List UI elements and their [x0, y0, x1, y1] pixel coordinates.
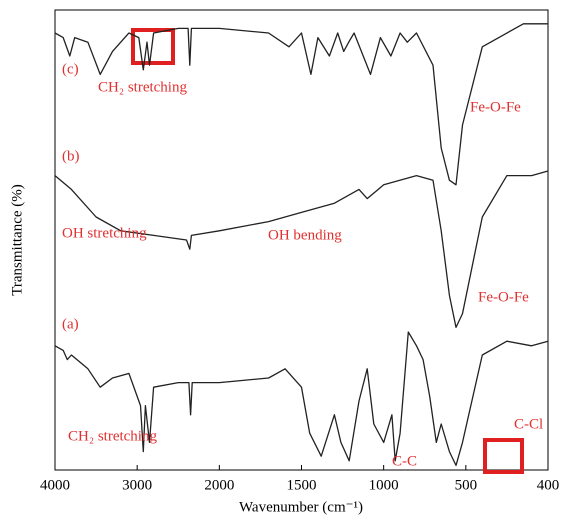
spectrum-line — [54, 23, 548, 186]
annotation: OH stretching — [62, 225, 147, 241]
y-axis-label: Transmittance (%) — [9, 184, 25, 296]
highlight-box — [131, 28, 175, 65]
annotation: OH bending — [268, 227, 342, 243]
x-tick-label: 400 — [537, 477, 560, 493]
annotation: Fe-O-Fe — [478, 289, 529, 305]
x-tick-label: 3000 — [122, 477, 152, 493]
x-axis-label: Wavenumber (cm⁻¹) — [239, 499, 363, 515]
annotation: CH₂ stretching — [98, 79, 187, 95]
spectrum-line — [54, 331, 549, 467]
annotation: C-Cl — [514, 416, 543, 432]
annotation: (a) — [62, 316, 79, 332]
annotation: (c) — [62, 61, 79, 77]
x-tick-label: 4000 — [40, 477, 70, 493]
x-tick-label: 2000 — [204, 477, 234, 493]
x-tick-label: 500 — [455, 477, 478, 493]
annotation: C-C — [392, 453, 417, 469]
x-tick-label: 1000 — [369, 477, 399, 493]
x-tick-label: 1500 — [287, 477, 317, 493]
highlight-box — [483, 438, 524, 474]
spectrum-line — [54, 170, 549, 329]
annotation: (b) — [62, 148, 80, 164]
annotation: Fe-O-Fe — [470, 99, 521, 115]
annotation: CH₂ stretching — [68, 428, 157, 444]
